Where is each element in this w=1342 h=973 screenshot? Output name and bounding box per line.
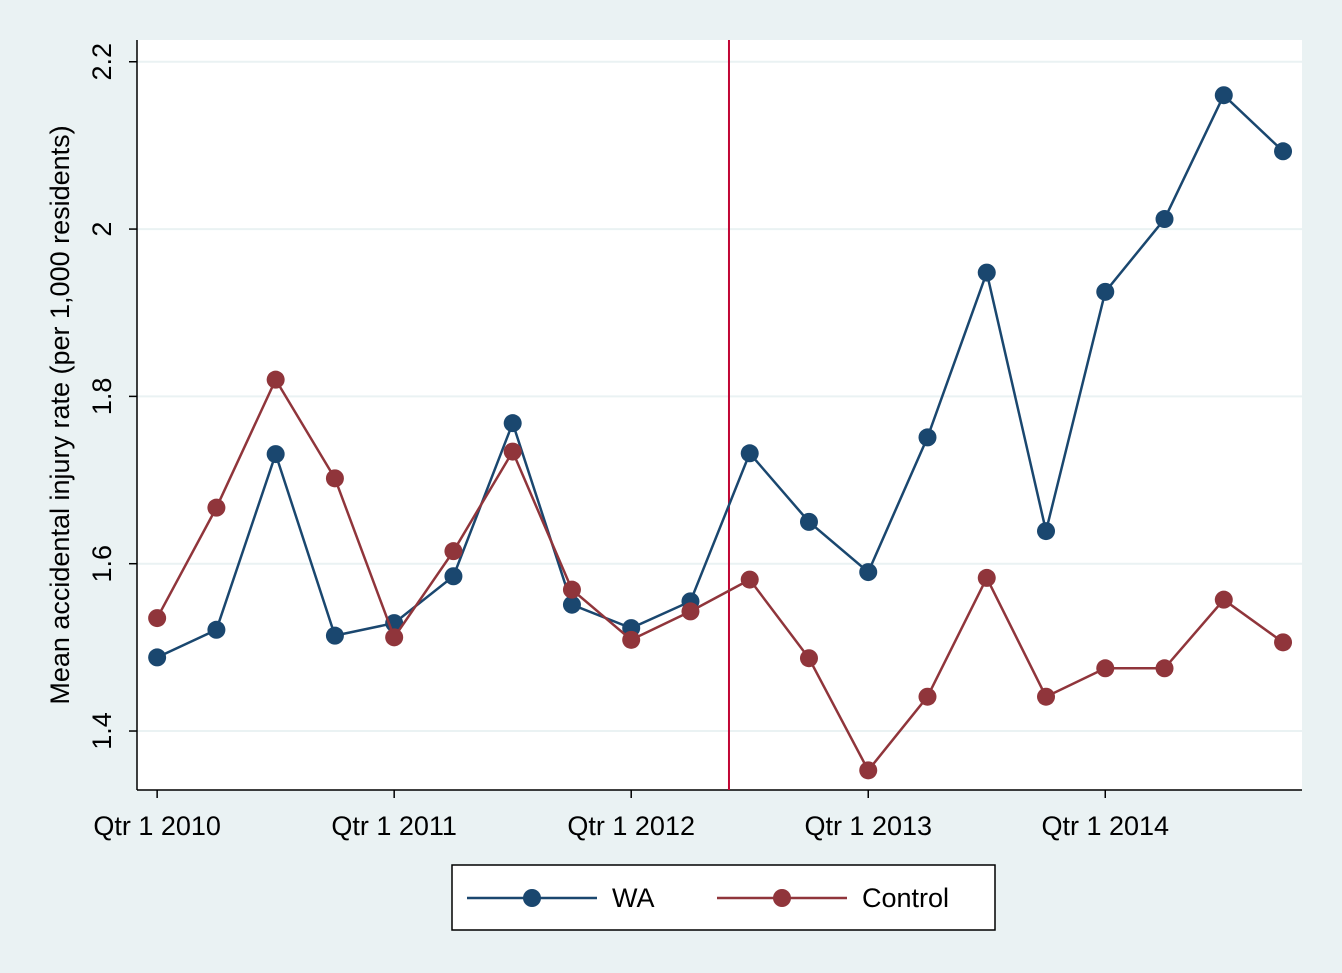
y-tick-label: 2.2 [87,43,117,81]
point [562,580,581,599]
y-tick-label: 2 [87,222,117,237]
x-tick-label: Qtr 1 2012 [567,811,695,841]
point [1214,590,1233,609]
series-line [156,93,1284,659]
point [977,263,996,282]
legend-label: Control [862,883,949,913]
point [622,630,641,649]
legend-marker [523,889,541,907]
point [325,469,344,488]
point [148,648,167,667]
point [207,620,226,639]
point [740,444,759,463]
point [1037,522,1056,541]
plot-area [137,40,1302,790]
point [1214,86,1233,105]
point [266,370,285,389]
point [918,428,937,447]
x-tick-label: Qtr 1 2011 [331,811,457,841]
point [859,761,878,780]
legend-label: WA [612,883,655,913]
x-tick-label: Qtr 1 2014 [1041,811,1169,841]
point [859,563,878,582]
x-tick-label: Qtr 1 2013 [804,811,932,841]
x-tick-label: Qtr 1 2010 [93,811,221,841]
point [444,542,463,561]
point [503,414,522,433]
point [148,609,167,628]
series-line [156,376,1284,773]
point [1274,142,1293,161]
y-axis-title: Mean accidental injury rate (per 1,000 r… [45,125,75,704]
y-tick-label: 1.4 [87,712,117,750]
point [266,445,285,464]
point [799,512,818,531]
point [1096,282,1115,301]
point [325,626,344,645]
point [1155,659,1174,678]
point [207,498,226,517]
point [503,442,522,461]
point [444,567,463,586]
point [977,568,996,587]
y-tick-label: 1.8 [87,378,117,416]
point [681,602,700,621]
point [740,570,759,589]
y-tick-label: 1.6 [87,545,117,583]
point [385,628,404,647]
point [1274,633,1293,652]
point [1096,659,1115,678]
point [1037,687,1056,706]
point [562,595,581,614]
legend-marker [773,889,791,907]
point [918,687,937,706]
point [799,649,818,668]
point [1155,210,1174,229]
